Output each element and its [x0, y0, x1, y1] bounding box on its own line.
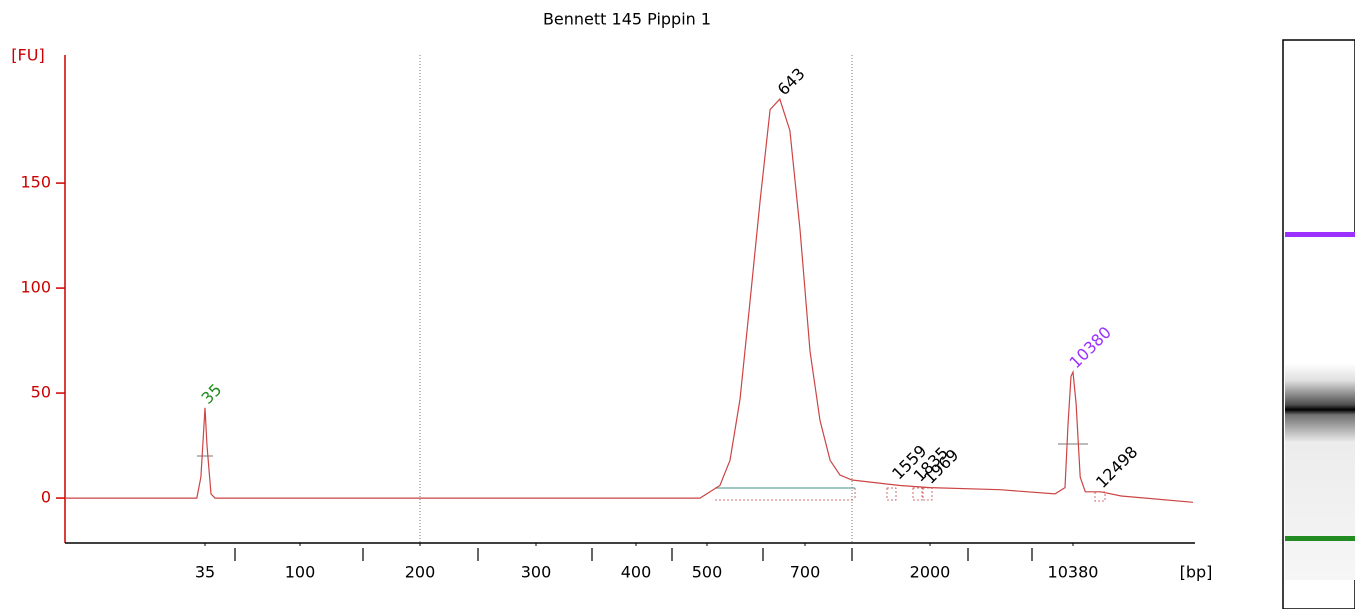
- upper-marker-band: [1285, 232, 1355, 237]
- x-tick-label: 35: [195, 563, 215, 582]
- x-tick-label: 400: [621, 563, 652, 582]
- x-tick-label: 500: [692, 563, 723, 582]
- y-tick-label: 0: [41, 488, 51, 507]
- lower-marker-band: [1285, 536, 1355, 541]
- lane-smear: [1285, 236, 1355, 580]
- x-tick-label: 2000: [910, 563, 951, 582]
- y-tick-label: 100: [20, 278, 51, 297]
- x-tick-label: 10380: [1048, 563, 1099, 582]
- chart-title: Bennett 145 Pippin 1: [543, 10, 711, 29]
- peak-box: [886, 487, 897, 501]
- x-tick-label: 200: [405, 563, 436, 582]
- y-tick-label: 150: [20, 173, 51, 192]
- x-axis-label: [bp]: [1180, 563, 1213, 582]
- peak-label: 643: [774, 64, 809, 99]
- x-tick-label: 100: [285, 563, 316, 582]
- peak-box: [922, 487, 933, 501]
- peak-label: 12498: [1092, 442, 1141, 491]
- trace: [65, 97, 1194, 503]
- peak-box: [912, 487, 923, 501]
- peak-boxes: [715, 487, 1106, 502]
- peak-label: 35: [198, 380, 226, 408]
- gel-lane: [1282, 39, 1355, 609]
- peak-label: 10380: [1066, 323, 1115, 372]
- x-tick-label: 300: [521, 563, 552, 582]
- x-tick-label: 700: [790, 563, 821, 582]
- y-tick-label: 50: [31, 383, 51, 402]
- y-axis-label: [FU]: [11, 46, 44, 65]
- peak-box: [1094, 491, 1106, 502]
